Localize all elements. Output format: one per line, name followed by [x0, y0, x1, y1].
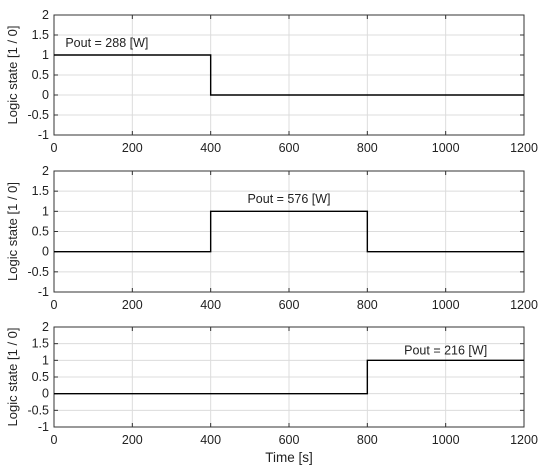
x-axis-label: Time [s]: [265, 450, 313, 465]
x-tick-label: 800: [357, 433, 378, 447]
y-tick-label: 0: [42, 88, 49, 102]
y-tick-label: 1.5: [32, 184, 49, 198]
y-tick-label: 0: [42, 387, 49, 401]
y-tick-label: -0.5: [27, 265, 49, 279]
x-tick-label: 0: [51, 298, 58, 312]
y-axis-label: Logic state [1 / 0]: [5, 182, 20, 281]
y-tick-label: 0: [42, 245, 49, 259]
y-tick-label: 2: [42, 164, 49, 178]
subplot-2: 0 200 400 600 800 1000 1200 -1 -0.5 0 0.5 1 1.5 2 Logi…: [5, 164, 538, 312]
x-tick-label: 1000: [432, 141, 460, 155]
x-tick-label: 600: [279, 298, 300, 312]
y-tick-label: 2: [42, 8, 49, 22]
y-axis-label: Logic state [1 / 0]: [5, 327, 20, 426]
annotation-label: Pout = 288 [W]: [65, 36, 148, 50]
x-tick-label: 200: [122, 298, 143, 312]
x-tick-label: 800: [357, 298, 378, 312]
x-tick-label: 0: [51, 141, 58, 155]
y-tick-label: 2: [42, 320, 49, 334]
y-tick-label: -0.5: [27, 108, 49, 122]
y-tick-label: 1: [42, 353, 49, 367]
series-line-1: [54, 54, 524, 96]
x-tick-label: 600: [279, 141, 300, 155]
y-tick-label: 0.5: [32, 370, 49, 384]
x-tick-label: 1000: [432, 433, 460, 447]
x-tick-label: 800: [357, 141, 378, 155]
annotation-label: Pout = 216 [W]: [404, 343, 487, 357]
y-tick-label: 0.5: [32, 68, 49, 82]
y-tick-label: -1: [38, 420, 49, 434]
x-tick-label: 1000: [432, 298, 460, 312]
y-tick-label: 1.5: [32, 28, 49, 42]
x-tick-label: 1200: [510, 433, 538, 447]
subplot-3: 0 200 400 600 800 1000 1200 -1 -0.5 0 0.5 1 1.5 2 Logi…: [5, 320, 538, 465]
y-tick-label: -1: [38, 128, 49, 142]
x-tick-label: 1200: [510, 298, 538, 312]
x-tick-label: 400: [200, 141, 221, 155]
x-tick-label: 0: [51, 433, 58, 447]
y-tick-label: -0.5: [27, 403, 49, 417]
y-tick-label: 1: [42, 48, 49, 62]
series-line-1: [54, 210, 524, 253]
x-tick-label: 600: [279, 433, 300, 447]
y-tick-label: 1: [42, 204, 49, 218]
annotation-label: Pout = 576 [W]: [247, 192, 330, 206]
x-tick-label: 400: [200, 433, 221, 447]
series-line-1: [54, 359, 524, 395]
y-tick-label: 0.5: [32, 225, 49, 239]
y-axis-label: Logic state [1 / 0]: [5, 25, 20, 124]
x-tick-label: 1200: [510, 141, 538, 155]
y-tick-label: 1.5: [32, 337, 49, 351]
x-tick-label: 200: [122, 141, 143, 155]
y-tick-label: -1: [38, 285, 49, 299]
subplot-1: 0 200 400 600 800 1000 1200 -1 -0.5 0 0.5 1 1.5 2 Logi…: [5, 8, 538, 155]
x-tick-label: 200: [122, 433, 143, 447]
x-tick-label: 400: [200, 298, 221, 312]
